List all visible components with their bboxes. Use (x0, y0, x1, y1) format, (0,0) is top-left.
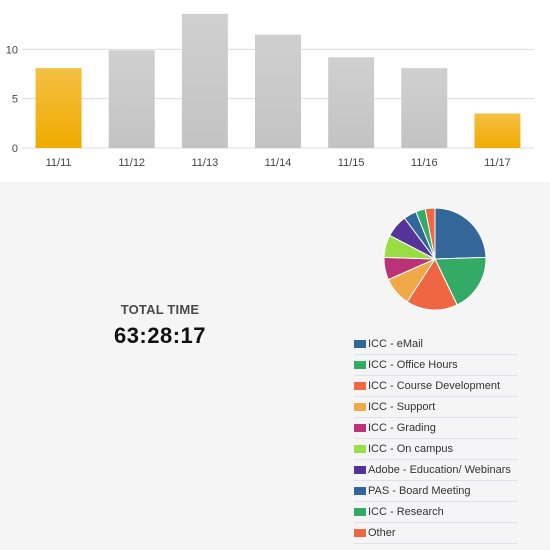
legend-label: ICC - eMail (368, 338, 424, 350)
legend-item[interactable]: ICC - Support (354, 397, 518, 418)
legend-label: Adobe - Education/ Webinars (368, 464, 511, 476)
bar-11-15[interactable] (328, 57, 375, 149)
legend-label: Other (368, 527, 396, 539)
legend-label: PAS - Board Meeting (368, 485, 471, 497)
bar-11-11[interactable] (35, 68, 82, 148)
y-tick-label: 0 (12, 143, 18, 155)
y-tick-label: 5 (12, 94, 18, 106)
bar-11-13[interactable] (181, 13, 228, 149)
pie-slice[interactable] (434, 207, 487, 260)
legend-item[interactable]: ICC - Office Hours (354, 355, 518, 376)
x-tick-label: 11/15 (338, 157, 365, 169)
x-tick-label: 11/16 (411, 157, 438, 169)
total-time-value: 63:28:17 (113, 323, 207, 348)
legend-label: ICC - Office Hours (368, 359, 458, 371)
bar-11-14[interactable] (255, 34, 301, 148)
pie-slice[interactable] (406, 257, 458, 311)
legend-swatch (354, 466, 366, 474)
bar-11-12[interactable] (108, 50, 155, 148)
legend-swatch (354, 445, 366, 453)
bar-chart: 0 5 10 11/11 11/12 11/13 11/14 11/15 11/16 11/17 (6, 13, 534, 169)
pie-slice[interactable] (424, 207, 436, 260)
legend-swatch (354, 340, 366, 348)
pie-legend: ICC - eMail ICC - Office Hours ICC - Cours… (354, 334, 518, 544)
legend-swatch (354, 403, 366, 411)
legend-item[interactable]: Other (354, 523, 518, 544)
pie-chart (383, 207, 487, 311)
legend-swatch (354, 508, 366, 516)
total-time-label: TOTAL TIME (120, 302, 200, 317)
legend-item[interactable]: ICC - Grading (354, 418, 518, 439)
bar-chart-panel: 0 5 10 11/11 11/12 11/13 11/14 11/15 11/16 11/17 (0, 0, 550, 182)
legend-label: ICC - Research (368, 506, 444, 518)
legend-swatch (354, 529, 366, 537)
x-tick-label: 11/13 (191, 157, 218, 169)
x-tick-label: 11/11 (46, 157, 72, 169)
legend-item[interactable]: ICC - On campus (354, 439, 518, 460)
legend-label: ICC - Support (368, 401, 436, 413)
legend-item[interactable]: ICC - eMail (354, 334, 518, 355)
legend-swatch (354, 361, 366, 369)
legend-item[interactable]: PAS - Board Meeting (354, 481, 518, 502)
legend-swatch (354, 487, 366, 495)
legend-swatch (354, 382, 366, 390)
legend-label: ICC - Course Development (368, 380, 501, 392)
bar-11-17[interactable] (474, 113, 521, 148)
x-tick-label: 11/12 (118, 157, 145, 169)
legend-item[interactable]: Adobe - Education/ Webinars (354, 460, 518, 481)
y-tick-label: 10 (6, 44, 18, 56)
legend-swatch (354, 424, 366, 432)
legend-label: ICC - Grading (368, 422, 436, 434)
pie-slice[interactable] (434, 256, 487, 306)
legend-label: ICC - On campus (368, 443, 453, 455)
x-tick-label: 11/14 (265, 157, 292, 169)
legend-item[interactable]: ICC - Research (354, 502, 518, 523)
x-tick-label: 11/17 (484, 157, 511, 169)
legend-item[interactable]: ICC - Course Development (354, 376, 518, 397)
bar-11-16[interactable] (401, 68, 448, 148)
total-time-block: TOTAL TIME 63:28:17 (60, 302, 260, 349)
